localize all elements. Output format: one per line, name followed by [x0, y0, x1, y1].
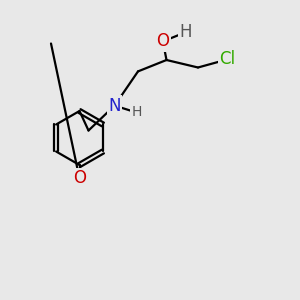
Text: H: H: [131, 106, 142, 119]
Text: O: O: [73, 169, 86, 188]
Text: Cl: Cl: [219, 50, 236, 68]
Text: O: O: [156, 32, 170, 50]
Text: N: N: [108, 97, 121, 115]
Text: H: H: [180, 23, 192, 41]
